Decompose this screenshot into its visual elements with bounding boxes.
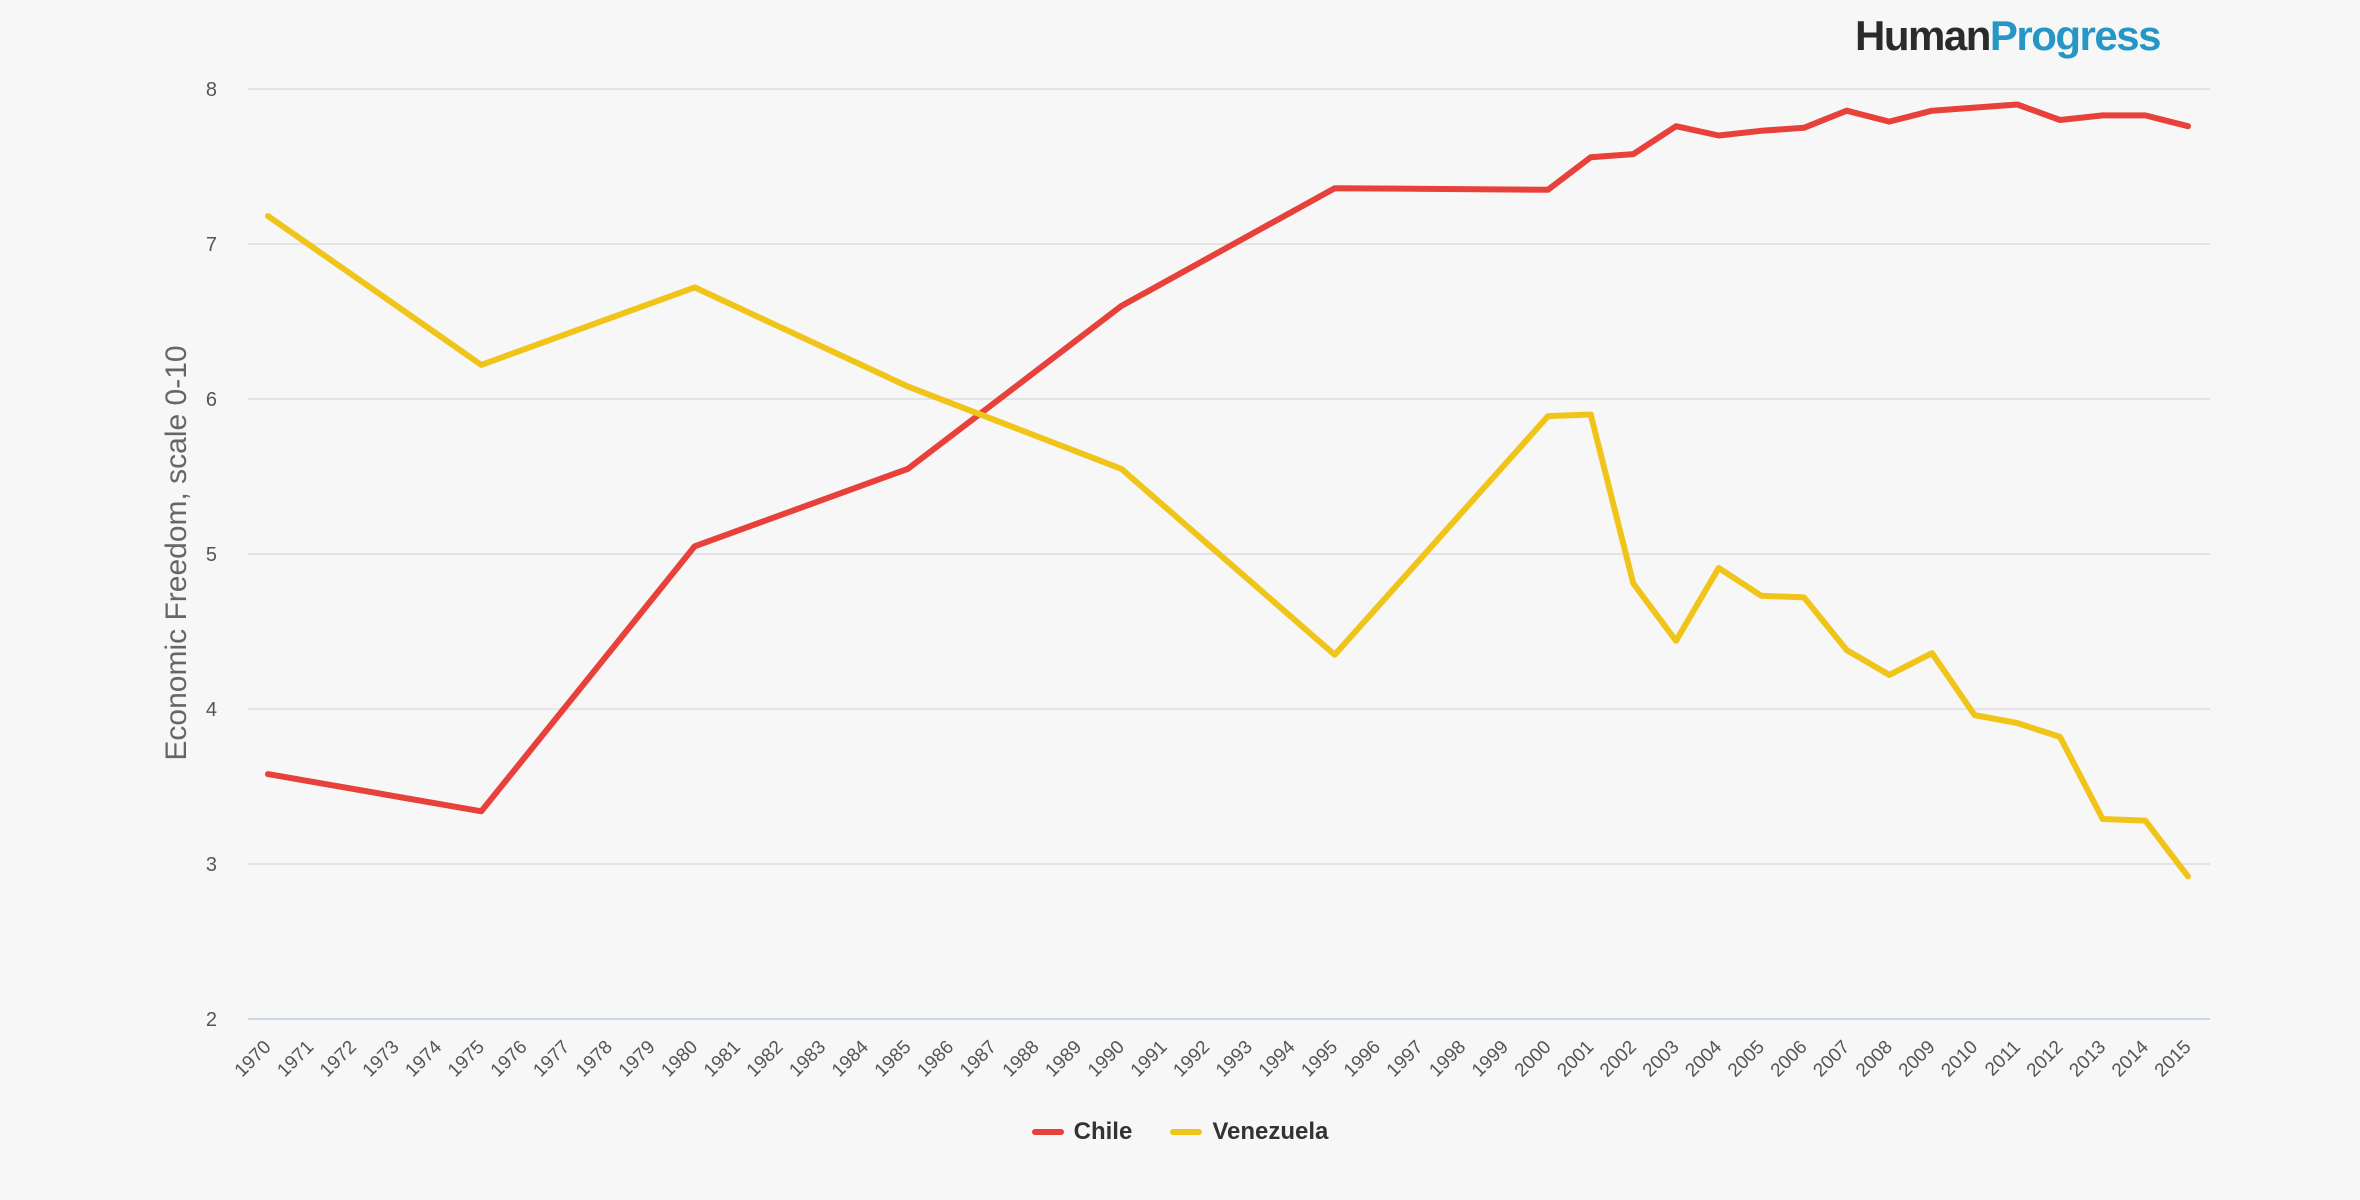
x-tick-label: 1983 (785, 1037, 830, 1082)
x-tick-label: 1982 (743, 1037, 788, 1082)
x-tick-label: 1974 (401, 1036, 446, 1081)
x-tick-label: 2005 (1724, 1037, 1769, 1082)
x-tick-label: 1978 (572, 1037, 617, 1082)
y-tick-label: 2 (206, 1009, 217, 1031)
x-tick-label: 2004 (1681, 1036, 1726, 1081)
y-axis-title: Economic Freedom, scale 0-10 (160, 345, 193, 761)
x-tick-label: 1988 (999, 1037, 1044, 1082)
x-tick-label: 1994 (1255, 1036, 1300, 1081)
x-tick-label: 2007 (1809, 1037, 1854, 1082)
x-tick-label: 1972 (316, 1037, 361, 1082)
legend-item-venezuela[interactable]: Venezuela (1170, 1118, 1328, 1146)
y-tick-label: 4 (206, 699, 217, 721)
x-tick-label: 1971 (273, 1037, 318, 1082)
x-tick-label: 1986 (913, 1037, 958, 1082)
x-tick-label: 1981 (700, 1037, 745, 1082)
legend-label-venezuela: Venezuela (1212, 1118, 1329, 1145)
x-tick-label: 2013 (2065, 1037, 2110, 1082)
x-tick-label: 1980 (657, 1037, 702, 1082)
x-tick-label: 1997 (1383, 1037, 1428, 1082)
x-tick-label: 1990 (1084, 1037, 1129, 1082)
y-tick-label: 5 (206, 544, 217, 566)
x-tick-label: 1991 (1127, 1037, 1172, 1082)
x-tick-label: 1984 (828, 1036, 873, 1081)
x-tick-label: 2010 (1937, 1037, 1982, 1082)
x-tick-label: 1987 (956, 1037, 1001, 1082)
x-tick-label: 1985 (871, 1037, 916, 1082)
y-tick-label: 8 (206, 79, 217, 101)
x-tick-label: 2003 (1639, 1037, 1684, 1082)
x-tick-label: 1995 (1297, 1037, 1342, 1082)
x-tick-label: 2012 (2023, 1037, 2068, 1082)
series-line-venezuela (265, 213, 2191, 880)
y-tick-label: 7 (206, 234, 217, 256)
x-tick-label: 1999 (1468, 1037, 1513, 1082)
y-tick-label: 6 (206, 389, 217, 411)
x-tick-label: 1998 (1425, 1037, 1470, 1082)
x-tick-label: 1975 (444, 1037, 489, 1082)
x-tick-label: 1993 (1212, 1037, 1257, 1082)
x-tick-label: 2008 (1852, 1037, 1897, 1082)
x-tick-label: 1973 (359, 1037, 404, 1082)
x-tick-label: 1977 (529, 1037, 574, 1082)
logo-text-progress: Progress (1989, 12, 2162, 59)
x-tick-label: 1979 (615, 1037, 660, 1082)
x-tick-label: 2002 (1596, 1037, 1641, 1082)
logo-text-human: Human (1855, 12, 1991, 59)
x-tick-label: 1989 (1041, 1037, 1086, 1082)
x-tick-label: 1996 (1340, 1037, 1385, 1082)
x-tick-label: 1970 (231, 1037, 276, 1082)
x-tick-label: 2015 (2151, 1037, 2196, 1082)
y-tick-label: 3 (206, 854, 217, 876)
x-tick-label: 2009 (1895, 1037, 1940, 1082)
x-tick-label: 1992 (1169, 1037, 1214, 1082)
x-tick-label: 2011 (1981, 1037, 2025, 1081)
legend-swatch-venezuela (1170, 1129, 1203, 1135)
x-tick-label: 2001 (1553, 1037, 1598, 1082)
legend: Chile Venezuela (0, 1118, 2360, 1146)
series-line-chile (265, 101, 2191, 815)
x-tick-label: 2006 (1767, 1037, 1812, 1082)
legend-label-chile: Chile (1073, 1118, 1133, 1145)
x-tick-label: 2014 (2108, 1036, 2153, 1081)
x-tick-label: 2000 (1511, 1037, 1556, 1082)
x-tick-label: 1976 (487, 1037, 532, 1082)
legend-swatch-chile (1031, 1129, 1064, 1135)
legend-item-chile[interactable]: Chile (1031, 1118, 1133, 1146)
humanprogress-logo[interactable]: HumanProgress (1855, 12, 2162, 60)
